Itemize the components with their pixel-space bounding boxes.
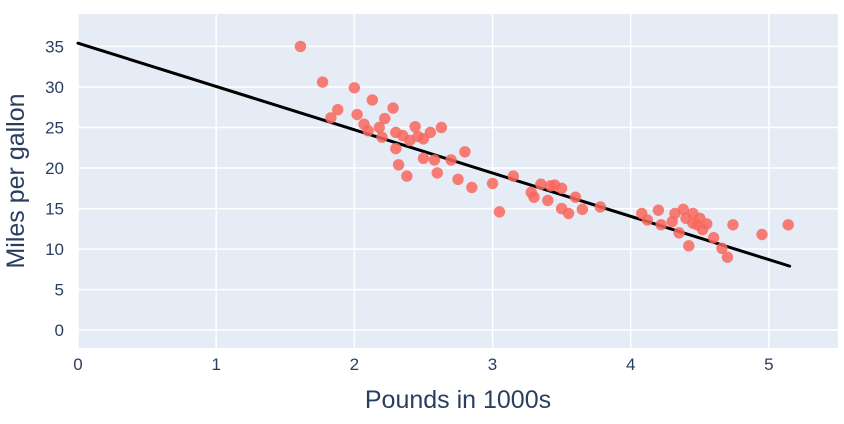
y-tick-label: 15 bbox=[45, 200, 64, 219]
scatter-point[interactable] bbox=[652, 204, 665, 216]
scatter-point[interactable] bbox=[594, 201, 607, 213]
scatter-point[interactable] bbox=[673, 227, 685, 239]
scatter-point[interactable] bbox=[373, 121, 385, 134]
scatter-point[interactable] bbox=[452, 173, 464, 186]
scatter-point[interactable] bbox=[392, 159, 405, 171]
x-axis-title: Pounds in 1000s bbox=[365, 386, 551, 414]
scatter-series bbox=[294, 40, 794, 263]
scatter-point[interactable] bbox=[332, 103, 344, 116]
scatter-point[interactable] bbox=[528, 191, 540, 203]
y-tick-label: 5 bbox=[55, 281, 64, 300]
y-tick-label: 30 bbox=[45, 78, 64, 97]
scatter-point[interactable] bbox=[428, 154, 441, 166]
scatter-point[interactable] bbox=[576, 203, 589, 216]
x-tick-label: 3 bbox=[488, 355, 497, 374]
scatter-point[interactable] bbox=[782, 219, 794, 231]
scatter-point[interactable] bbox=[756, 228, 768, 241]
scatter-point[interactable] bbox=[493, 206, 506, 218]
scatter-point[interactable] bbox=[316, 76, 329, 88]
scatter-point[interactable] bbox=[677, 203, 689, 216]
scatter-point[interactable] bbox=[466, 181, 478, 194]
scatter-point[interactable] bbox=[379, 112, 391, 125]
scatter-point[interactable] bbox=[542, 194, 554, 207]
scatter-point[interactable] bbox=[351, 108, 363, 121]
scatter-point[interactable] bbox=[348, 82, 361, 94]
y-tick-label: 0 bbox=[55, 321, 64, 340]
scatter-point[interactable] bbox=[707, 232, 720, 244]
x-tick-label: 2 bbox=[350, 355, 359, 374]
scatter-point[interactable] bbox=[555, 182, 568, 194]
scatter-point[interactable] bbox=[459, 146, 471, 158]
scatter-point[interactable] bbox=[569, 191, 582, 203]
x-tick-label: 5 bbox=[764, 355, 773, 374]
scatter-point[interactable] bbox=[727, 219, 739, 231]
scatter-point[interactable] bbox=[486, 177, 499, 190]
y-tick-label: 35 bbox=[45, 37, 64, 56]
scatter-point[interactable] bbox=[409, 120, 421, 133]
scatter-point[interactable] bbox=[641, 214, 654, 226]
scatter-point[interactable] bbox=[366, 94, 379, 106]
scatter-point[interactable] bbox=[535, 178, 547, 190]
x-axis-tick-labels: 0 1 2 3 4 5 bbox=[73, 355, 773, 374]
scatter-point[interactable] bbox=[431, 167, 443, 179]
scatter-point[interactable] bbox=[683, 240, 695, 252]
scatter-point[interactable] bbox=[376, 131, 388, 143]
scatter-point[interactable] bbox=[507, 170, 519, 182]
scatter-point[interactable] bbox=[716, 242, 728, 254]
gridlines bbox=[77, 14, 838, 348]
x-tick-label: 0 bbox=[73, 355, 82, 374]
x-tick-label: 4 bbox=[626, 355, 635, 374]
scatter-point[interactable] bbox=[701, 218, 713, 230]
scatter-point[interactable] bbox=[325, 112, 337, 124]
scatter-point[interactable] bbox=[417, 152, 430, 165]
scatter-point[interactable] bbox=[401, 170, 413, 182]
scatter-point[interactable] bbox=[655, 219, 667, 231]
scatter-point[interactable] bbox=[435, 121, 448, 134]
scatter-point[interactable] bbox=[562, 207, 575, 220]
scatter-point[interactable] bbox=[721, 251, 734, 263]
scatter-point[interactable] bbox=[445, 154, 457, 166]
y-tick-label: 20 bbox=[45, 159, 64, 178]
scatter-point[interactable] bbox=[424, 126, 437, 139]
scatter-point[interactable] bbox=[387, 102, 399, 114]
y-axis-tick-labels: 0 5 10 15 20 25 30 35 bbox=[45, 37, 64, 340]
scatter-point[interactable] bbox=[390, 142, 402, 155]
y-tick-label: 10 bbox=[45, 240, 64, 259]
x-tick-label: 1 bbox=[211, 355, 220, 374]
scatter-point[interactable] bbox=[362, 125, 374, 137]
scatter-point[interactable] bbox=[294, 40, 307, 53]
y-tick-label: 25 bbox=[45, 118, 64, 137]
y-axis-title: Miles per gallon bbox=[2, 93, 30, 268]
